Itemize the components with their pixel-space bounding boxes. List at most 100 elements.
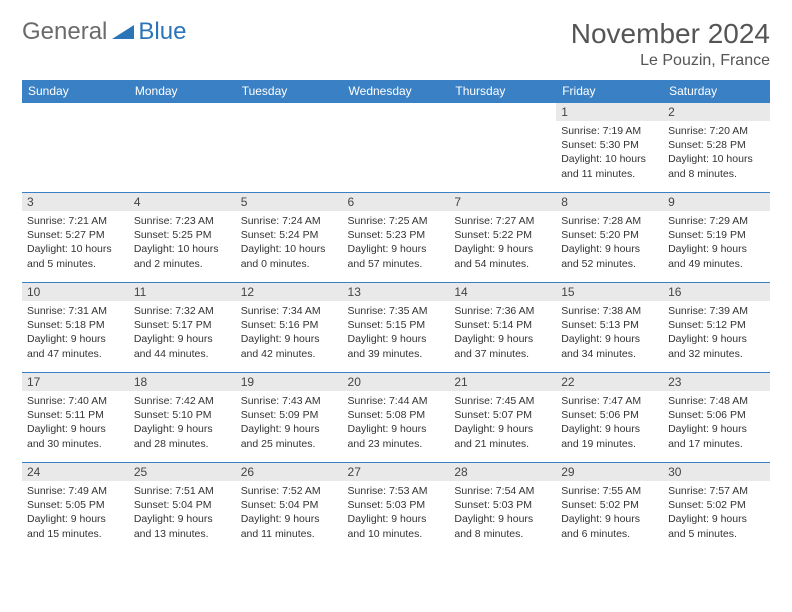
weekday-header: Saturday <box>663 80 770 103</box>
sunrise-text: Sunrise: 7:54 AM <box>454 484 551 498</box>
daylight-text: Daylight: 9 hours and 19 minutes. <box>561 422 658 450</box>
day-details: Sunrise: 7:20 AMSunset: 5:28 PMDaylight:… <box>663 121 770 184</box>
day-details: Sunrise: 7:23 AMSunset: 5:25 PMDaylight:… <box>129 211 236 274</box>
day-number: 12 <box>236 283 343 301</box>
sunrise-text: Sunrise: 7:29 AM <box>668 214 765 228</box>
daylight-text: Daylight: 9 hours and 15 minutes. <box>27 512 124 540</box>
calendar-cell: 3Sunrise: 7:21 AMSunset: 5:27 PMDaylight… <box>22 193 129 283</box>
daylight-text: Daylight: 9 hours and 37 minutes. <box>454 332 551 360</box>
day-number <box>449 103 556 121</box>
sunset-text: Sunset: 5:18 PM <box>27 318 124 332</box>
day-number: 1 <box>556 103 663 121</box>
sunset-text: Sunset: 5:22 PM <box>454 228 551 242</box>
calendar-cell: 4Sunrise: 7:23 AMSunset: 5:25 PMDaylight… <box>129 193 236 283</box>
sunset-text: Sunset: 5:16 PM <box>241 318 338 332</box>
sunrise-text: Sunrise: 7:31 AM <box>27 304 124 318</box>
calendar-week: 3Sunrise: 7:21 AMSunset: 5:27 PMDaylight… <box>22 193 770 283</box>
sunrise-text: Sunrise: 7:24 AM <box>241 214 338 228</box>
sunrise-text: Sunrise: 7:27 AM <box>454 214 551 228</box>
daylight-text: Daylight: 9 hours and 28 minutes. <box>134 422 231 450</box>
sunset-text: Sunset: 5:04 PM <box>134 498 231 512</box>
calendar-cell <box>343 103 450 193</box>
day-number: 24 <box>22 463 129 481</box>
calendar-cell: 15Sunrise: 7:38 AMSunset: 5:13 PMDayligh… <box>556 283 663 373</box>
sunrise-text: Sunrise: 7:39 AM <box>668 304 765 318</box>
day-number: 28 <box>449 463 556 481</box>
day-details: Sunrise: 7:35 AMSunset: 5:15 PMDaylight:… <box>343 301 450 364</box>
calendar-cell: 26Sunrise: 7:52 AMSunset: 5:04 PMDayligh… <box>236 463 343 553</box>
weekday-header: Thursday <box>449 80 556 103</box>
calendar-cell: 22Sunrise: 7:47 AMSunset: 5:06 PMDayligh… <box>556 373 663 463</box>
calendar-cell: 25Sunrise: 7:51 AMSunset: 5:04 PMDayligh… <box>129 463 236 553</box>
calendar-cell: 6Sunrise: 7:25 AMSunset: 5:23 PMDaylight… <box>343 193 450 283</box>
sunset-text: Sunset: 5:10 PM <box>134 408 231 422</box>
page-header: General Blue November 2024 Le Pouzin, Fr… <box>22 18 770 70</box>
daylight-text: Daylight: 10 hours and 0 minutes. <box>241 242 338 270</box>
calendar-cell: 21Sunrise: 7:45 AMSunset: 5:07 PMDayligh… <box>449 373 556 463</box>
sunset-text: Sunset: 5:30 PM <box>561 138 658 152</box>
calendar-cell: 10 Sunrise: 7:31 AMSunset: 5:18 PMDayligh… <box>22 283 129 373</box>
calendar-cell: 7Sunrise: 7:27 AMSunset: 5:22 PMDaylight… <box>449 193 556 283</box>
day-details: Sunrise: 7:57 AMSunset: 5:02 PMDaylight:… <box>663 481 770 544</box>
day-number: 4 <box>129 193 236 211</box>
daylight-text: Daylight: 9 hours and 23 minutes. <box>348 422 445 450</box>
triangle-icon <box>112 18 134 46</box>
sunrise-text: Sunrise: 7:48 AM <box>668 394 765 408</box>
day-number: 15 <box>556 283 663 301</box>
weekday-header: Wednesday <box>343 80 450 103</box>
day-number: 19 <box>236 373 343 391</box>
daylight-text: Daylight: 9 hours and 52 minutes. <box>561 242 658 270</box>
sunrise-text: Sunrise: 7:40 AM <box>27 394 124 408</box>
day-number <box>129 103 236 121</box>
sunset-text: Sunset: 5:03 PM <box>454 498 551 512</box>
sunset-text: Sunset: 5:05 PM <box>27 498 124 512</box>
sunset-text: Sunset: 5:08 PM <box>348 408 445 422</box>
calendar-cell: 16Sunrise: 7:39 AMSunset: 5:12 PMDayligh… <box>663 283 770 373</box>
calendar-cell: 24 Sunrise: 7:49 AMSunset: 5:05 PMDayligh… <box>22 463 129 553</box>
calendar-cell: 30Sunrise: 7:57 AMSunset: 5:02 PMDayligh… <box>663 463 770 553</box>
day-details: Sunrise: 7:48 AMSunset: 5:06 PMDaylight:… <box>663 391 770 454</box>
sunrise-text: Sunrise: 7:25 AM <box>348 214 445 228</box>
day-number: 30 <box>663 463 770 481</box>
brand-part1: General <box>22 18 107 46</box>
sunrise-text: Sunrise: 7:49 AM <box>27 484 124 498</box>
sunrise-text: Sunrise: 7:36 AM <box>454 304 551 318</box>
sunset-text: Sunset: 5:11 PM <box>27 408 124 422</box>
daylight-text: Daylight: 10 hours and 5 minutes. <box>27 242 124 270</box>
day-details: Sunrise: 7:27 AMSunset: 5:22 PMDaylight:… <box>449 211 556 274</box>
sunrise-text: Sunrise: 7:35 AM <box>348 304 445 318</box>
calendar-cell: 8Sunrise: 7:28 AMSunset: 5:20 PMDaylight… <box>556 193 663 283</box>
sunset-text: Sunset: 5:15 PM <box>348 318 445 332</box>
day-details: Sunrise: 7:21 AMSunset: 5:27 PMDaylight:… <box>22 211 129 274</box>
sunset-text: Sunset: 5:24 PM <box>241 228 338 242</box>
day-number: 10 <box>22 283 129 301</box>
sunrise-text: Sunrise: 7:42 AM <box>134 394 231 408</box>
daylight-text: Daylight: 9 hours and 21 minutes. <box>454 422 551 450</box>
daylight-text: Daylight: 9 hours and 13 minutes. <box>134 512 231 540</box>
calendar-cell: 1Sunrise: 7:19 AMSunset: 5:30 PMDaylight… <box>556 103 663 193</box>
sunrise-text: Sunrise: 7:55 AM <box>561 484 658 498</box>
day-number <box>236 103 343 121</box>
day-number: 21 <box>449 373 556 391</box>
day-number: 27 <box>343 463 450 481</box>
sunset-text: Sunset: 5:06 PM <box>561 408 658 422</box>
sunrise-text: Sunrise: 7:43 AM <box>241 394 338 408</box>
brand-logo: General Blue <box>22 18 186 46</box>
calendar-cell: 5Sunrise: 7:24 AMSunset: 5:24 PMDaylight… <box>236 193 343 283</box>
sunrise-text: Sunrise: 7:52 AM <box>241 484 338 498</box>
daylight-text: Daylight: 9 hours and 5 minutes. <box>668 512 765 540</box>
day-number: 8 <box>556 193 663 211</box>
sunset-text: Sunset: 5:12 PM <box>668 318 765 332</box>
calendar-cell: 12Sunrise: 7:34 AMSunset: 5:16 PMDayligh… <box>236 283 343 373</box>
weekday-header-row: SundayMondayTuesdayWednesdayThursdayFrid… <box>22 80 770 103</box>
day-number: 18 <box>129 373 236 391</box>
sunset-text: Sunset: 5:03 PM <box>348 498 445 512</box>
weekday-header: Sunday <box>22 80 129 103</box>
day-details: Sunrise: 7:19 AMSunset: 5:30 PMDaylight:… <box>556 121 663 184</box>
day-details: Sunrise: 7:55 AMSunset: 5:02 PMDaylight:… <box>556 481 663 544</box>
calendar-week: 10Sunrise: 7:31 AMSunset: 5:18 PMDayligh… <box>22 283 770 373</box>
sunset-text: Sunset: 5:23 PM <box>348 228 445 242</box>
sunset-text: Sunset: 5:09 PM <box>241 408 338 422</box>
daylight-text: Daylight: 9 hours and 47 minutes. <box>27 332 124 360</box>
sunset-text: Sunset: 5:20 PM <box>561 228 658 242</box>
